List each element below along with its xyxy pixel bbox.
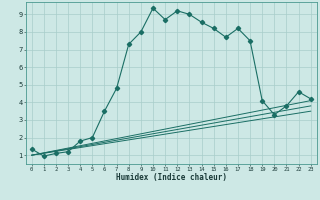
- X-axis label: Humidex (Indice chaleur): Humidex (Indice chaleur): [116, 173, 227, 182]
